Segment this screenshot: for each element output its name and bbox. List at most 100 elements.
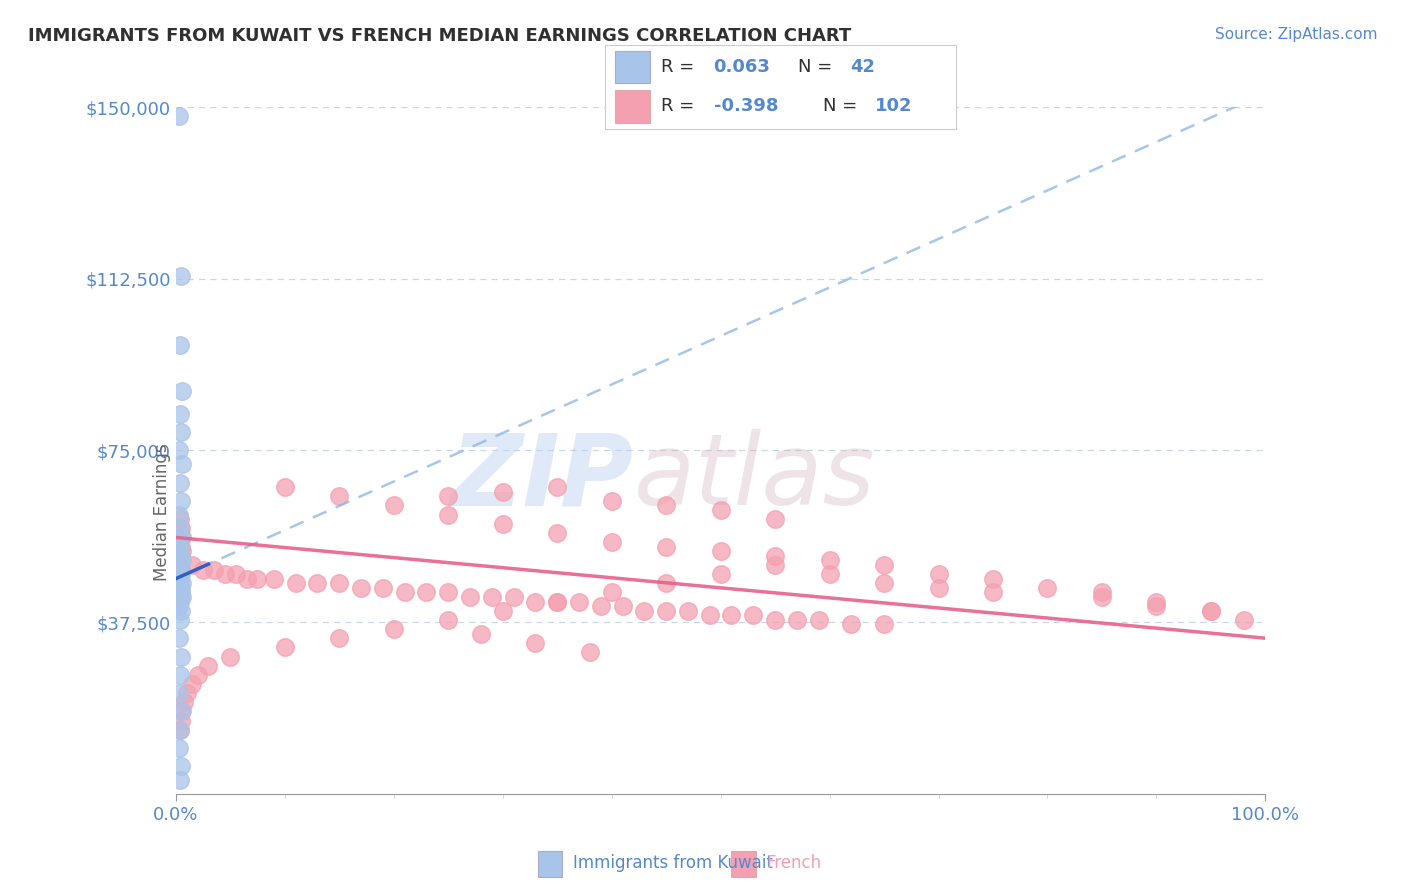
Point [172,531,194,545]
Point [170,649,193,664]
Point [235,572,257,586]
Point [225,567,247,582]
Text: atlas: atlas [633,429,875,526]
Point [167,585,190,599]
Bar [616,90,650,122]
Point [176,686,198,700]
Point [655,540,678,554]
Point [172,705,194,719]
Point [169,581,191,595]
Point [169,572,191,586]
Point [458,590,481,604]
Point [263,572,285,586]
Point [167,599,190,614]
Point [169,590,191,604]
Point [170,493,193,508]
Point [169,594,191,608]
Point [841,617,863,632]
Point [492,604,515,618]
Point [1199,604,1222,618]
Text: Source: ZipAtlas.com: Source: ZipAtlas.com [1215,27,1378,42]
Point [169,549,191,563]
Point [186,668,209,682]
Point [173,695,195,709]
Point [742,608,765,623]
Point [181,677,204,691]
Point [763,512,786,526]
Point [219,649,242,664]
Point [481,590,503,604]
Point [246,572,269,586]
Point [579,645,602,659]
Point [710,567,733,582]
Point [437,508,460,522]
Point [167,562,190,576]
Point [807,613,830,627]
Point [181,558,204,572]
Point [169,613,191,627]
Point [167,686,190,700]
Point [710,503,733,517]
Point [197,658,219,673]
Point [170,540,193,554]
Point [546,594,568,608]
Point [170,521,193,535]
Text: -0.398: -0.398 [713,97,778,115]
Point [382,622,405,636]
Point [202,562,225,576]
Point [170,604,193,618]
Point [546,480,568,494]
Point [170,531,193,545]
Point [169,567,191,582]
Point [328,576,350,591]
Point [873,617,896,632]
Point [167,741,190,756]
Text: R =: R = [661,58,700,76]
Text: N =: N = [799,58,838,76]
Point [1233,613,1256,627]
Point [307,576,329,591]
Point [676,604,699,618]
Point [170,549,193,563]
Point [170,567,193,582]
Point [612,599,634,614]
Point [172,576,194,591]
Point [191,562,214,576]
Point [1146,599,1168,614]
Point [415,585,437,599]
Bar [731,851,756,877]
Point [600,585,623,599]
Point [169,407,191,421]
Point [172,457,194,471]
Point [170,759,193,773]
Point [284,576,307,591]
Point [172,553,194,567]
Point [633,604,655,618]
Point [169,558,191,572]
Text: IMMIGRANTS FROM KUWAIT VS FRENCH MEDIAN EARNINGS CORRELATION CHART: IMMIGRANTS FROM KUWAIT VS FRENCH MEDIAN … [28,27,852,45]
Point [170,705,193,719]
Point [492,484,515,499]
Text: French: French [766,854,821,872]
Point [873,558,896,572]
Point [167,109,190,123]
Point [763,558,786,572]
Point [655,576,678,591]
Text: N =: N = [823,97,862,115]
Point [170,562,193,576]
Text: 0.063: 0.063 [713,58,770,76]
Point [763,613,786,627]
Point [763,549,786,563]
Point [502,590,524,604]
Point [167,443,190,458]
Point [169,668,191,682]
Text: R =: R = [661,97,700,115]
Point [699,608,721,623]
Point [437,489,460,503]
Point [274,640,297,655]
Point [167,508,190,522]
Point [328,489,350,503]
Point [371,581,394,595]
Point [170,585,193,599]
Point [169,723,191,737]
